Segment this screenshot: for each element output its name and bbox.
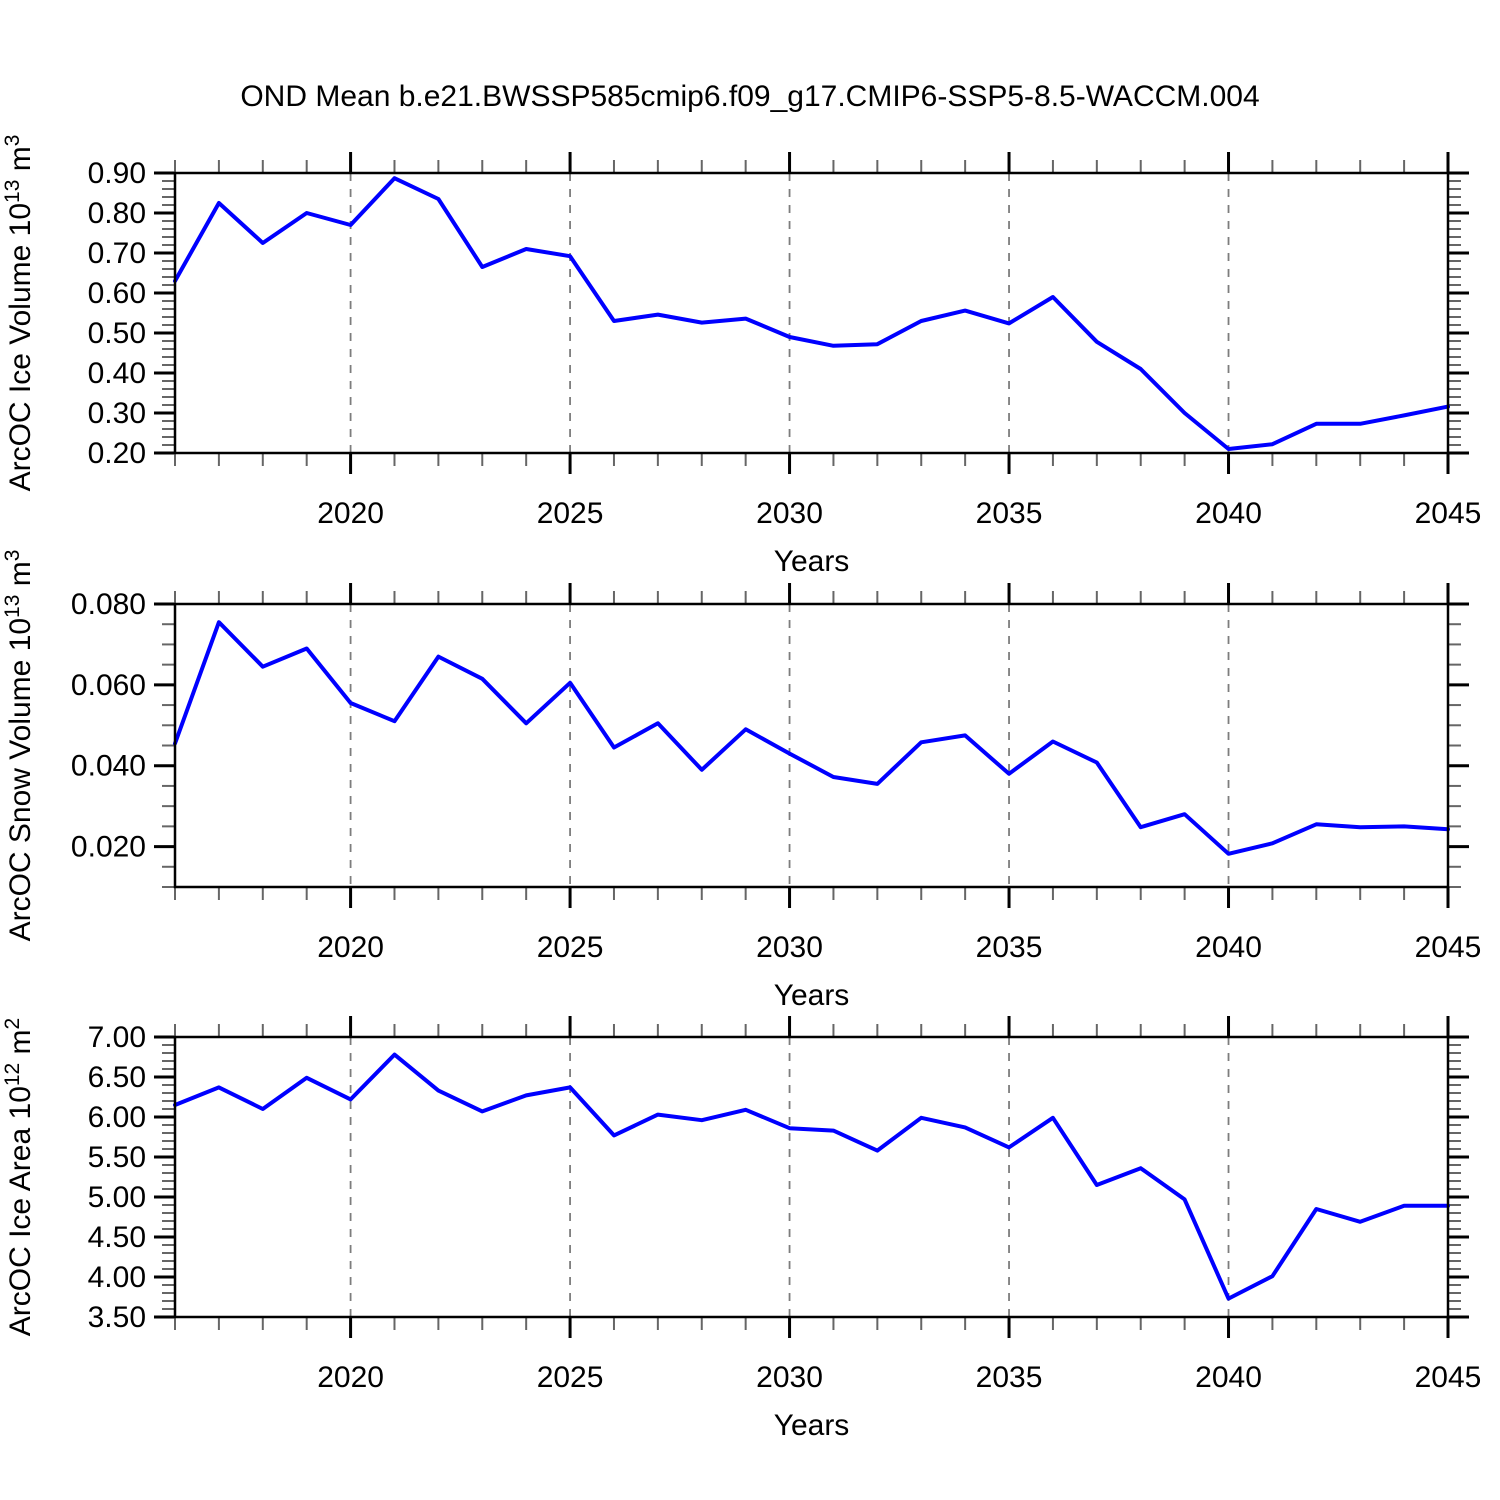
y-tick-label: 3.50: [88, 1301, 146, 1334]
y-tick-label: 5.50: [88, 1141, 146, 1174]
x-tick-label: 2045: [1415, 497, 1482, 530]
x-tick-label: 2025: [537, 497, 604, 530]
y-tick-label: 6.00: [88, 1101, 146, 1134]
y-tick-label: 0.80: [88, 197, 146, 230]
y-tick-label: 5.00: [88, 1181, 146, 1214]
y-tick-label: 0.50: [88, 317, 146, 350]
arcoc-ice-area-line: [173, 1052, 1450, 1301]
x-tick-label: 2030: [756, 497, 823, 530]
plot-frame: [173, 1035, 1450, 1319]
panel-arcoc-ice-area: 3.50 4.00 4.50 5.00 5.50 6.00 6.50 7.00 2020 2025…: [1, 1016, 1481, 1442]
y-tick-label: 0.60: [88, 277, 146, 310]
y-axis-title: ArcOC Ice Area 1012 m2: [1, 1018, 37, 1336]
x-tick-label: 2020: [317, 931, 384, 964]
x-axis-title: Years: [774, 545, 850, 578]
x-tick-label: 2030: [756, 931, 823, 964]
y-tick-label: 0.70: [88, 237, 146, 270]
arcoc-snow-volume-line: [173, 620, 1450, 856]
x-tick-label: 2035: [976, 1361, 1043, 1394]
y-tick-label: 4.00: [88, 1261, 146, 1294]
y-tick-label: 0.90: [88, 157, 146, 190]
x-tick-label: 2025: [537, 1361, 604, 1394]
x-axis-title: Years: [774, 1409, 850, 1442]
arcoc-ice-volume-line: [173, 176, 1450, 451]
x-tick-label: 2040: [1195, 931, 1262, 964]
x-tick-label: 2035: [976, 497, 1043, 530]
x-tick-label: 2045: [1415, 931, 1482, 964]
panel-arcoc-snow-volume: 0.020 0.040 0.060 0.080 2020 2025 2030 2035 2040…: [1, 550, 1481, 1012]
x-tick-label: 2045: [1415, 1361, 1482, 1394]
x-tick-label: 2020: [317, 497, 384, 530]
y-tick-label: 0.060: [71, 669, 146, 702]
x-tick-label: 2025: [537, 931, 604, 964]
plot-frame: [173, 171, 1450, 455]
x-tick-label: 2030: [756, 1361, 823, 1394]
y-tick-label: 0.080: [71, 588, 146, 621]
y-tick-label: 4.50: [88, 1221, 146, 1254]
x-tick-label: 2020: [317, 1361, 384, 1394]
plot-frame: [173, 602, 1450, 889]
x-tick-label: 2040: [1195, 1361, 1262, 1394]
y-tick-label: 0.040: [71, 750, 146, 783]
y-tick-label: 6.50: [88, 1061, 146, 1094]
y-tick-label: 0.020: [71, 831, 146, 864]
y-axis-title: ArcOC Ice Volume 1013 m3: [1, 135, 37, 492]
y-tick-label: 0.40: [88, 357, 146, 390]
x-tick-label: 2035: [976, 931, 1043, 964]
panel-arcoc-ice-volume: 0.20 0.30 0.40 0.50 0.60 0.70 0.80 0.90 2020 2025…: [1, 135, 1481, 578]
y-tick-label: 7.00: [88, 1021, 146, 1054]
chart-title: OND Mean b.e21.BWSSP585cmip6.f09_g17.CMI…: [240, 80, 1260, 113]
x-axis-title: Years: [774, 979, 850, 1012]
y-tick-label: 0.20: [88, 437, 146, 470]
y-axis-title: ArcOC Snow Volume 1013 m3: [1, 550, 37, 942]
x-tick-label: 2040: [1195, 497, 1262, 530]
y-tick-label: 0.30: [88, 397, 146, 430]
